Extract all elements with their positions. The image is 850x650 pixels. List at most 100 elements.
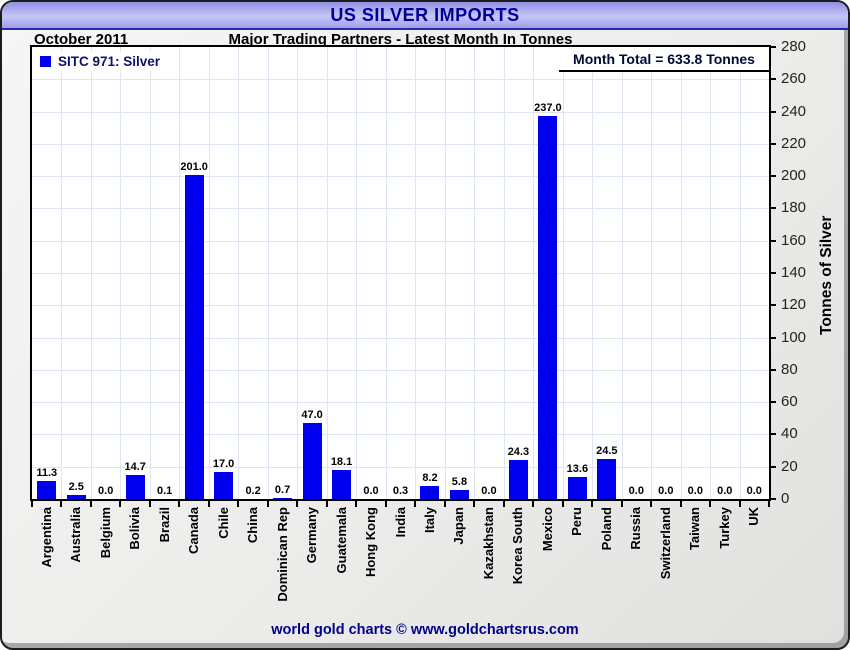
legend-swatch-icon — [40, 56, 51, 67]
bar-guatemala — [332, 469, 352, 499]
x-label-kazakhstan: Kazakhstan — [480, 507, 496, 580]
y-tick-label: 80 — [781, 360, 798, 378]
x-label-australia: Australia — [68, 507, 84, 563]
bar-value-label: 0.3 — [392, 484, 409, 497]
chart-subtitle: Major Trading Partners - Latest Month In… — [228, 31, 573, 48]
x-tick — [768, 501, 770, 507]
y-tick — [769, 368, 776, 371]
x-label-japan: Japan — [451, 507, 467, 545]
y-tick — [769, 46, 776, 48]
h-gridline — [32, 369, 769, 371]
bar-canada — [184, 174, 204, 499]
y-tick-label: 260 — [781, 70, 807, 88]
x-tick — [207, 501, 210, 507]
y-tick-label: 200 — [781, 167, 807, 185]
x-label-korea-south: Korea South — [510, 507, 526, 585]
x-label-canada: Canada — [186, 507, 202, 554]
h-gridline — [32, 337, 769, 339]
x-label-turkey: Turkey — [716, 507, 732, 549]
x-tick — [148, 501, 151, 507]
bar-argentina — [37, 480, 57, 499]
h-gridline — [32, 143, 769, 145]
y-tick-label: 220 — [781, 134, 807, 152]
y-tick — [769, 498, 776, 500]
h-gridline — [32, 434, 769, 436]
x-tick — [237, 501, 240, 507]
bar-value-label: 0.0 — [481, 485, 497, 497]
bar-value-label: 0.0 — [98, 485, 114, 497]
x-label-bolivia: Bolivia — [127, 507, 143, 550]
y-tick — [769, 401, 776, 404]
x-label-peru: Peru — [569, 507, 585, 536]
y-tick — [769, 207, 776, 210]
h-gridline — [32, 305, 769, 307]
x-label-guatemala: Guatemala — [333, 507, 349, 574]
bar-japan — [449, 489, 469, 499]
bar-value-label: 8.2 — [422, 471, 438, 484]
y-tick-label: 180 — [781, 199, 807, 217]
bar-value-label: 0.1 — [157, 484, 173, 497]
x-tick — [60, 501, 63, 507]
x-tick — [679, 501, 682, 507]
month-total-box: Month Total = 633.8 Tonnes — [559, 47, 769, 72]
x-tick — [502, 501, 505, 507]
x-label-brazil: Brazil — [156, 507, 172, 543]
x-tick — [738, 501, 741, 507]
bar-value-label: 0.0 — [658, 485, 674, 497]
y-tick — [769, 272, 776, 274]
bar-korea-south — [508, 459, 528, 499]
bar-value-label: 0.0 — [628, 485, 644, 497]
x-label-russia: Russia — [628, 507, 644, 550]
y-tick-label: 20 — [781, 457, 798, 475]
x-label-italy: Italy — [421, 507, 437, 534]
bar-value-label: 14.7 — [124, 461, 146, 474]
x-tick — [561, 501, 564, 507]
x-tick — [296, 501, 299, 507]
bar-value-label: 0.2 — [245, 484, 261, 497]
x-label-mexico: Mexico — [539, 507, 555, 552]
x-tick — [620, 501, 623, 507]
y-tick — [769, 78, 776, 81]
bar-poland — [597, 459, 617, 499]
x-label-china: China — [245, 507, 261, 544]
plot-area: 11.3 2.5 0.0 14.7 0.1 201.0 17.0 0.2 0.7 47.0 18.1… — [30, 45, 771, 501]
y-tick-label: 40 — [781, 425, 798, 443]
y-tick-label: 160 — [781, 231, 807, 249]
bar-value-label: 0.0 — [687, 485, 703, 497]
x-tick — [591, 501, 594, 507]
x-label-switzerland: Switzerland — [657, 507, 673, 580]
x-tick — [443, 501, 446, 507]
y-tick-label: 0 — [781, 490, 790, 507]
bar-value-label: 0.0 — [746, 485, 762, 497]
bar-mexico — [538, 116, 558, 499]
h-gridline — [32, 208, 769, 210]
y-tick — [769, 336, 776, 339]
bar-value-label: 11.3 — [36, 466, 58, 479]
bar-value-label: 0.0 — [717, 485, 733, 497]
y-tick — [769, 304, 776, 307]
bar-value-label: 17.0 — [212, 457, 235, 470]
y-tick — [769, 239, 776, 242]
h-gridline — [32, 176, 769, 178]
x-label-belgium: Belgium — [97, 507, 113, 559]
y-tick — [769, 433, 776, 436]
y-tick-label: 240 — [781, 102, 807, 120]
bar-value-label: 24.3 — [507, 445, 530, 458]
y-tick — [769, 142, 776, 145]
bar-value-label: 0.7 — [274, 483, 291, 496]
bar-value-label: 237.0 — [534, 102, 562, 115]
h-gridline — [32, 402, 769, 404]
footer-credit: world gold charts © www.goldchartsrus.co… — [271, 622, 579, 638]
page-title: US SILVER IMPORTS — [330, 4, 520, 25]
bar-value-label: 13.6 — [566, 463, 589, 476]
y-tick-label: 140 — [781, 264, 807, 281]
y-tick-label: 280 — [781, 38, 807, 55]
x-tick — [178, 501, 181, 507]
y-tick-label: 120 — [781, 296, 807, 314]
bar-germany — [302, 423, 322, 499]
y-tick — [769, 110, 776, 113]
h-gridline — [32, 111, 769, 113]
bar-value-label: 47.0 — [301, 409, 323, 422]
legend: SITC 971: Silver — [38, 52, 171, 71]
